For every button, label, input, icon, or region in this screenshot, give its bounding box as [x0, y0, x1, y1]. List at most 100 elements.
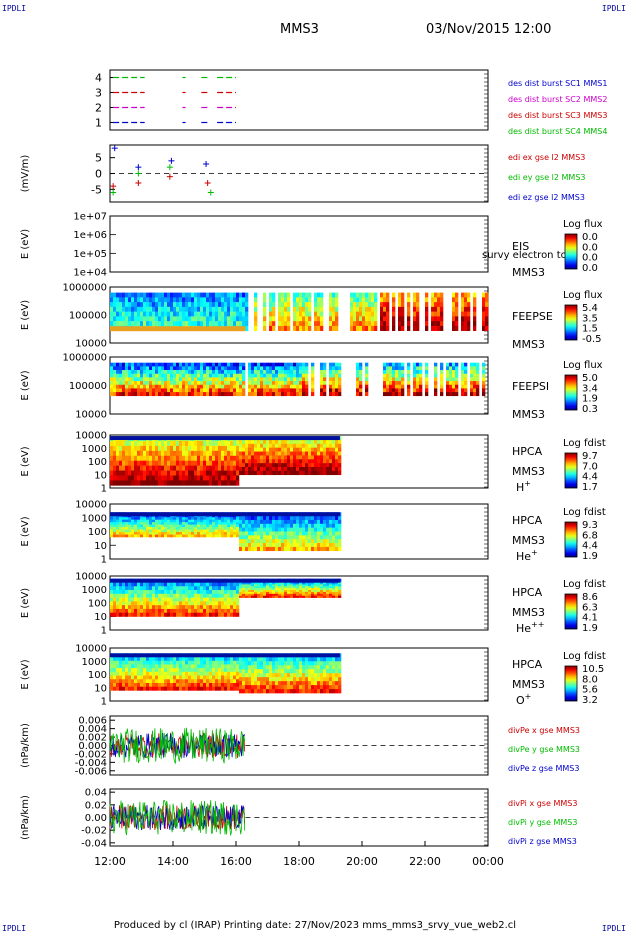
- spectrogram-hpca-5: [110, 436, 342, 486]
- y-tick-label: 1e+05: [73, 249, 107, 260]
- y-tick-label: 1: [101, 484, 107, 495]
- panel-name: HPCA: [512, 445, 543, 458]
- colorbar-title: Log fdist: [563, 507, 606, 518]
- y-tick-label: -0.04: [81, 838, 107, 849]
- series-line-1: [109, 727, 246, 765]
- colorbar-tick-label: 0.0: [582, 232, 598, 243]
- colorbar-tick-label: 4.4: [582, 541, 598, 552]
- y-tick-label: -0.02: [81, 826, 107, 837]
- y-axis-label: E (eV): [20, 229, 31, 259]
- legend-entry: divPe x gse MMS3: [508, 726, 580, 735]
- y-tick-label: 10000: [75, 410, 107, 421]
- colorbar-tick-label: 0.3: [582, 404, 598, 415]
- spectrogram-hpca-7: [110, 578, 342, 617]
- panel-name: FEEPSE: [512, 310, 553, 323]
- colorbar-tick-label: 1.9: [582, 551, 598, 562]
- y-axis-label: E (eV): [20, 370, 31, 400]
- legend-entry: divPe y gse MMS3: [508, 745, 580, 754]
- species-label: He+: [516, 548, 538, 563]
- species-label: H+: [516, 479, 531, 494]
- colorbar: [564, 374, 578, 411]
- colorbar-tick-label: 5.6: [582, 685, 598, 696]
- panel-frame-0: [109, 69, 489, 131]
- x-tick-label: 22:00: [409, 855, 441, 868]
- colorbar-tick-label: 1.5: [582, 324, 598, 335]
- colorbar: [564, 593, 578, 630]
- y-tick-label: 10000: [75, 431, 107, 442]
- colorbar-title: Log flux: [563, 219, 603, 230]
- y-tick-label: 10000: [75, 339, 107, 350]
- panel-spacecraft: MMS3: [512, 678, 545, 691]
- legend-entry: edi ex gse l2 MMS3: [508, 153, 585, 162]
- y-axis-label: (nPa/km): [20, 723, 31, 768]
- colorbar-tick-label: -0.5: [582, 334, 602, 345]
- feepse-low-band: [110, 326, 246, 332]
- corner-label-bottom-right: IPDLI: [601, 924, 626, 933]
- y-tick-label: 100000: [69, 311, 107, 322]
- panel-name: HPCA: [512, 586, 543, 599]
- datetime-title: 03/Nov/2015 12:00: [426, 22, 552, 37]
- x-tick-label: 20:00: [346, 855, 378, 868]
- colorbar-tick-label: 0.0: [582, 242, 598, 253]
- x-tick-label: 14:00: [157, 855, 189, 868]
- colorbar-tick-label: 4.4: [582, 472, 598, 483]
- colorbar-tick-label: 1.9: [582, 623, 598, 634]
- colorbar-title: Log fdist: [563, 438, 606, 449]
- colorbar-tick-label: 1.9: [582, 394, 598, 405]
- y-tick-label: 2: [95, 102, 102, 115]
- series-line-1: [109, 799, 246, 837]
- y-tick-label: 1e+04: [73, 268, 107, 279]
- y-tick-label: 0.02: [85, 800, 107, 811]
- colorbar-title: Log flux: [563, 290, 603, 301]
- panel-name: FEEPSI: [512, 380, 549, 393]
- colorbar-tick-label: 7.0: [582, 461, 598, 472]
- y-axis-label: E (eV): [20, 659, 31, 689]
- species-label: He++: [516, 620, 544, 635]
- y-tick-label: 4: [95, 72, 102, 85]
- colorbar-tick-label: 9.3: [582, 520, 598, 531]
- panel-spacecraft: MMS3: [512, 338, 545, 351]
- panel-name: HPCA: [512, 514, 543, 527]
- hpca-top-rim: [110, 578, 340, 583]
- y-tick-label: 10000: [75, 572, 107, 583]
- y-tick-label: 100: [88, 457, 107, 468]
- y-axis-label: E (eV): [20, 588, 31, 618]
- panel-name: HPCA: [512, 658, 543, 671]
- colorbar-title: Log fdist: [563, 651, 606, 662]
- y-tick-label: 1: [101, 555, 107, 566]
- y-tick-label: 10: [94, 683, 107, 694]
- y-tick-label: 0.000: [78, 741, 107, 752]
- legend-entry: edi ey gse l2 MMS3: [508, 173, 586, 182]
- panel-name: EIS: [512, 240, 529, 253]
- y-tick-label: 10: [94, 541, 107, 552]
- corner-label-top-left: IPDLI: [2, 4, 27, 13]
- legend-entry: divPe z gse MMS3: [508, 764, 579, 773]
- panel-frame-2: [109, 215, 489, 273]
- spectrogram-feepsi: [110, 362, 486, 397]
- y-tick-label: 10000: [75, 500, 107, 511]
- legend-entry: des dist burst SC2 MMS2: [508, 95, 607, 104]
- y-tick-label: 10000: [75, 644, 107, 655]
- colorbar: [564, 233, 578, 270]
- y-tick-label: 0.002: [78, 733, 107, 744]
- colorbar-tick-label: 3.2: [582, 695, 598, 706]
- y-tick-label: -0.006: [75, 766, 107, 777]
- y-tick-label: 0.004: [78, 724, 107, 735]
- y-tick-label: -5: [91, 183, 102, 196]
- colorbar: [564, 665, 578, 702]
- panel-frame-10: [109, 788, 489, 847]
- colorbar-tick-label: 0.0: [582, 263, 598, 274]
- colorbar-tick-label: 0.0: [582, 253, 598, 264]
- y-axis-label: E (eV): [20, 516, 31, 546]
- y-axis-label: (mV/m): [20, 155, 31, 193]
- colorbar-title: Log fdist: [563, 579, 606, 590]
- hpca-top-rim: [110, 653, 340, 658]
- y-tick-label: 5: [95, 152, 102, 165]
- colorbar: [564, 521, 578, 558]
- y-tick-label: 1000: [82, 585, 107, 596]
- x-tick-label: 18:00: [283, 855, 315, 868]
- legend-entry: divPi z gse MMS3: [508, 837, 577, 846]
- spectrogram-feepse: [110, 292, 489, 331]
- panel-spacecraft: MMS3: [512, 408, 545, 421]
